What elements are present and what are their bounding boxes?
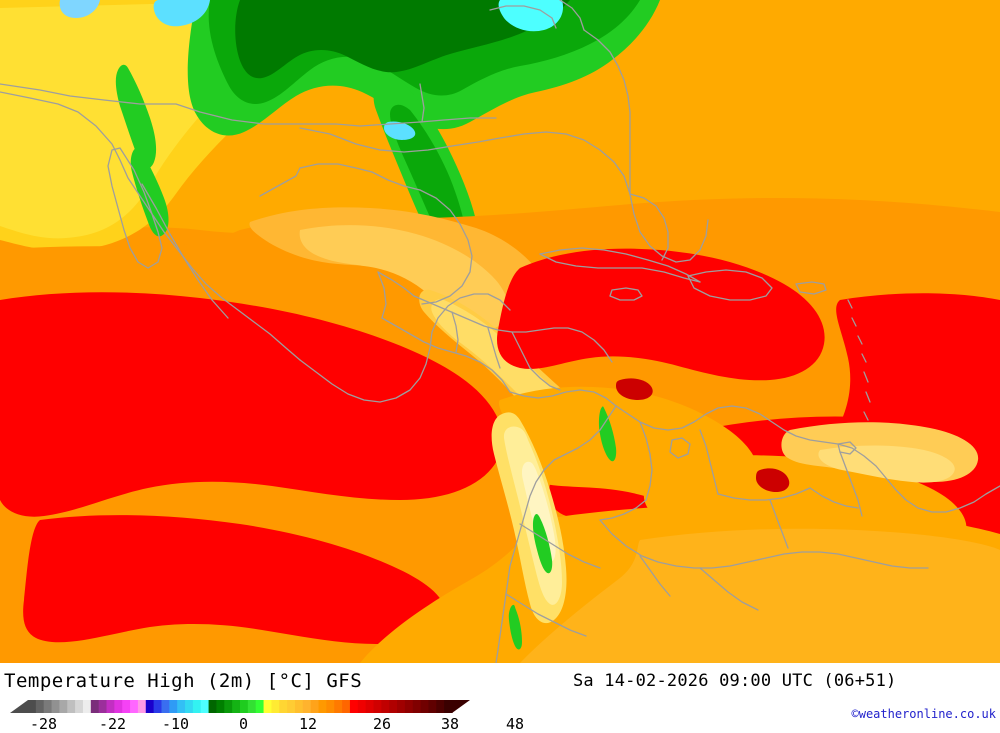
colorbar-swatch <box>43 700 53 713</box>
colorbar-swatch <box>216 700 225 713</box>
colorbar-swatch <box>185 700 194 713</box>
colorbar-swatch <box>122 700 131 713</box>
colorbar-swatch <box>82 700 92 713</box>
colorbar-swatch <box>75 700 84 713</box>
colorbar-swatch <box>326 700 335 713</box>
colorbar-swatch <box>177 700 186 713</box>
colorbar-swatch <box>302 700 312 713</box>
colorbar-swatch <box>436 700 445 713</box>
colorbar-swatch <box>255 700 265 713</box>
colorbar-tick-1: -22 <box>99 715 127 733</box>
colorbar-swatch <box>35 700 45 713</box>
temperature-map[interactable] <box>0 0 1000 663</box>
colorbar-swatch <box>240 700 249 713</box>
colorbar-swatch <box>381 700 390 713</box>
colorbar-swatch <box>357 700 367 713</box>
colorbar-high-cap <box>452 700 470 713</box>
colorbar-swatch <box>224 700 233 713</box>
colorbar-swatch <box>310 700 320 713</box>
colorbar-swatch <box>428 700 437 713</box>
colorbar-swatch <box>373 700 382 713</box>
colorbar-swatch <box>342 700 351 713</box>
colorbar-svg <box>10 700 470 713</box>
colorbar-tick-7: 48 <box>506 715 525 733</box>
colorbar-swatch <box>98 700 108 713</box>
colorbar-tick-3: 0 <box>239 715 249 733</box>
colorbar-swatch <box>263 700 273 713</box>
colorbar-swatch <box>153 700 163 713</box>
colorbar-tick-4: 12 <box>299 715 318 733</box>
colorbar-swatch <box>444 700 453 713</box>
map-title: Temperature High (2m) [°C] GFS <box>4 670 363 692</box>
colorbar-swatch <box>51 700 61 713</box>
temperature-colorbar[interactable]: -28 -22 -10 0 12 26 38 48 <box>0 697 524 733</box>
colorbar-swatches <box>10 700 470 713</box>
colorbar-swatch <box>114 700 123 713</box>
colorbar-swatch <box>271 700 280 713</box>
colorbar-swatch <box>279 700 288 713</box>
colorbar-swatch <box>247 700 257 713</box>
colorbar-swatch <box>130 700 139 713</box>
colorbar-swatch <box>412 700 422 713</box>
colorbar-swatch <box>365 700 375 713</box>
colorbar-swatch <box>389 700 398 713</box>
colorbar-swatch <box>90 700 100 713</box>
colorbar-swatch <box>137 700 147 713</box>
colorbar-swatch <box>59 700 68 713</box>
colorbar-swatch <box>145 700 155 713</box>
colorbar-swatch <box>106 700 115 713</box>
colorbar-swatch <box>404 700 414 713</box>
colorbar-swatch <box>420 700 430 713</box>
colorbar-tick-5: 26 <box>373 715 392 733</box>
colorbar-low-cap <box>10 700 28 713</box>
colorbar-swatch <box>287 700 296 713</box>
colorbar-swatch <box>318 700 327 713</box>
colorbar-swatch <box>161 700 170 713</box>
colorbar-swatch <box>208 700 218 713</box>
colorbar-swatch <box>192 700 202 713</box>
copyright-notice: ©weatheronline.co.uk <box>851 707 997 721</box>
colorbar-swatch <box>294 700 304 713</box>
colorbar-tick-2: -10 <box>162 715 190 733</box>
colorbar-swatch <box>349 700 359 713</box>
model-run-timestamp: Sa 14-02-2026 09:00 UTC (06+51) <box>573 671 897 691</box>
colorbar-tick-6: 38 <box>441 715 460 733</box>
colorbar-swatch <box>334 700 343 713</box>
colorbar-swatch <box>200 700 210 713</box>
colorbar-swatch <box>397 700 406 713</box>
colorbar-swatch <box>232 700 241 713</box>
colorbar-swatch <box>169 700 178 713</box>
colorbar-swatch <box>28 700 37 713</box>
map-footer: Temperature High (2m) [°C] GFS Sa 14-02-… <box>0 663 1000 733</box>
map-canvas <box>0 0 1000 663</box>
colorbar-tick-0: -28 <box>30 715 58 733</box>
colorbar-swatch <box>67 700 76 713</box>
